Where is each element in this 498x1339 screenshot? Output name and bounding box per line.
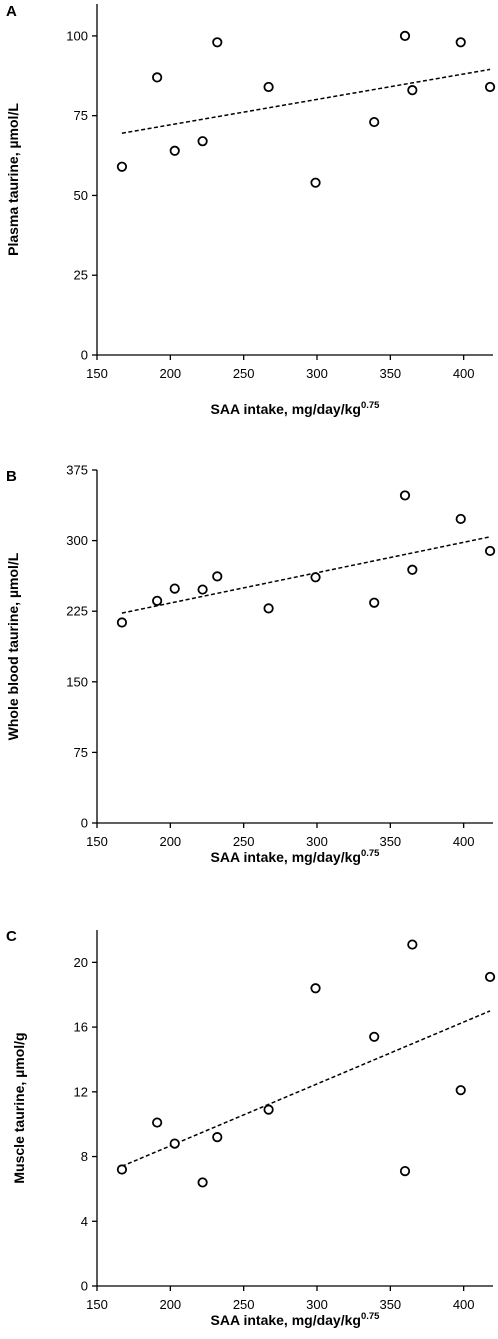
data-point bbox=[116, 161, 128, 172]
data-point bbox=[197, 136, 208, 147]
x-tick-label: 250 bbox=[233, 366, 255, 381]
data-point bbox=[455, 37, 466, 48]
data-point bbox=[399, 1166, 411, 1177]
x-tick-label: 350 bbox=[379, 834, 401, 849]
data-point bbox=[263, 603, 274, 614]
x-tick-label: 150 bbox=[86, 366, 108, 381]
data-point bbox=[116, 617, 128, 628]
data-point bbox=[169, 145, 180, 156]
x-tick-label: 400 bbox=[453, 1297, 475, 1312]
data-point bbox=[310, 983, 321, 994]
x-tick-label: 300 bbox=[306, 834, 328, 849]
data-point bbox=[212, 37, 223, 48]
y-tick-label: 8 bbox=[81, 1149, 88, 1164]
data-point bbox=[455, 513, 466, 525]
data-point bbox=[169, 1138, 180, 1149]
data-point bbox=[169, 583, 180, 594]
y-axis-title: Whole blood taurine, µmol/L bbox=[5, 552, 21, 740]
x-tick-label: 400 bbox=[453, 834, 475, 849]
x-tick-label: 250 bbox=[233, 1297, 255, 1312]
x-tick-label: 250 bbox=[233, 834, 255, 849]
trendline bbox=[121, 536, 491, 614]
x-tick-label: 200 bbox=[159, 366, 181, 381]
data-point bbox=[407, 85, 418, 96]
x-axis-title-text: SAA intake, mg/day/kg bbox=[211, 1312, 361, 1328]
x-tick-label: 150 bbox=[86, 1297, 108, 1312]
data-point bbox=[310, 177, 321, 188]
x-tick-label: 300 bbox=[306, 366, 328, 381]
y-tick-label: 75 bbox=[74, 108, 88, 123]
data-point bbox=[152, 72, 163, 83]
y-axis-title: Plasma taurine, µmol/L bbox=[5, 103, 21, 256]
data-point bbox=[399, 490, 411, 501]
data-point bbox=[369, 116, 380, 128]
y-tick-label: 75 bbox=[74, 745, 88, 760]
x-axis-title-superscript: 0.75 bbox=[361, 400, 380, 411]
x-tick-label: 400 bbox=[453, 366, 475, 381]
chart-panel-a: A 0 25 50 75 100 150 200 250 300 350 400 SAA intake,… bbox=[5, 3, 496, 417]
y-tick-label: 375 bbox=[66, 463, 88, 478]
chart-panel-c: C 0 4 8 12 16 20 150 200 250 300 350 400 SAA intake, … bbox=[6, 928, 496, 1328]
data-point bbox=[369, 1031, 380, 1042]
x-tick-label: 350 bbox=[379, 366, 401, 381]
trendline bbox=[121, 1010, 491, 1167]
panel-label: C bbox=[6, 928, 17, 945]
data-point bbox=[197, 1177, 208, 1188]
data-point bbox=[407, 939, 418, 950]
x-axis-title: SAA intake, mg/day/kg0.75 bbox=[211, 848, 381, 865]
chart-panel-b: B 0 75 150 225 300 375 150 200 250 300 350 400 SAA in… bbox=[5, 463, 496, 865]
panel-label: A bbox=[6, 3, 17, 20]
y-tick-label: 20 bbox=[74, 955, 88, 970]
y-tick-label: 16 bbox=[74, 1020, 88, 1035]
y-axis-title: Muscle taurine, µmol/g bbox=[11, 1032, 27, 1183]
data-point bbox=[484, 545, 496, 557]
x-axis-title-text: SAA intake, mg/day/kg bbox=[211, 849, 361, 865]
y-tick-label: 4 bbox=[81, 1214, 88, 1229]
data-point bbox=[369, 597, 380, 608]
x-tick-label: 350 bbox=[379, 1297, 401, 1312]
y-tick-label: 25 bbox=[74, 268, 88, 283]
y-tick-label: 100 bbox=[66, 28, 88, 43]
x-axis-title-superscript: 0.75 bbox=[361, 1311, 380, 1322]
x-tick-label: 200 bbox=[159, 1297, 181, 1312]
x-axis-title-superscript: 0.75 bbox=[361, 848, 380, 859]
data-point bbox=[152, 1117, 163, 1128]
data-point bbox=[484, 971, 496, 983]
y-tick-label: 0 bbox=[81, 1279, 88, 1294]
data-point bbox=[484, 81, 496, 93]
x-axis-title-text: SAA intake, mg/day/kg bbox=[211, 401, 361, 417]
data-point bbox=[399, 30, 411, 42]
y-tick-label: 0 bbox=[81, 816, 88, 831]
y-tick-label: 150 bbox=[66, 674, 88, 689]
data-point bbox=[310, 572, 321, 583]
x-axis-title: SAA intake, mg/day/kg0.75 bbox=[211, 400, 381, 417]
data-point bbox=[116, 1164, 128, 1175]
y-tick-label: 225 bbox=[66, 604, 88, 619]
panel-label: B bbox=[6, 468, 17, 485]
data-point bbox=[212, 1132, 223, 1143]
data-point bbox=[455, 1085, 466, 1096]
x-tick-label: 300 bbox=[306, 1297, 328, 1312]
trendline bbox=[121, 68, 491, 134]
y-tick-label: 50 bbox=[74, 188, 88, 203]
data-point bbox=[212, 571, 223, 582]
data-point bbox=[263, 81, 274, 93]
x-tick-label: 150 bbox=[86, 834, 108, 849]
data-point bbox=[197, 584, 208, 595]
x-tick-label: 200 bbox=[159, 834, 181, 849]
data-point bbox=[152, 595, 163, 606]
y-tick-label: 12 bbox=[74, 1084, 88, 1099]
y-tick-label: 0 bbox=[81, 348, 88, 363]
data-point bbox=[263, 1104, 274, 1115]
data-point bbox=[407, 564, 418, 575]
x-axis-title: SAA intake, mg/day/kg0.75 bbox=[211, 1311, 381, 1328]
y-tick-label: 300 bbox=[66, 533, 88, 548]
